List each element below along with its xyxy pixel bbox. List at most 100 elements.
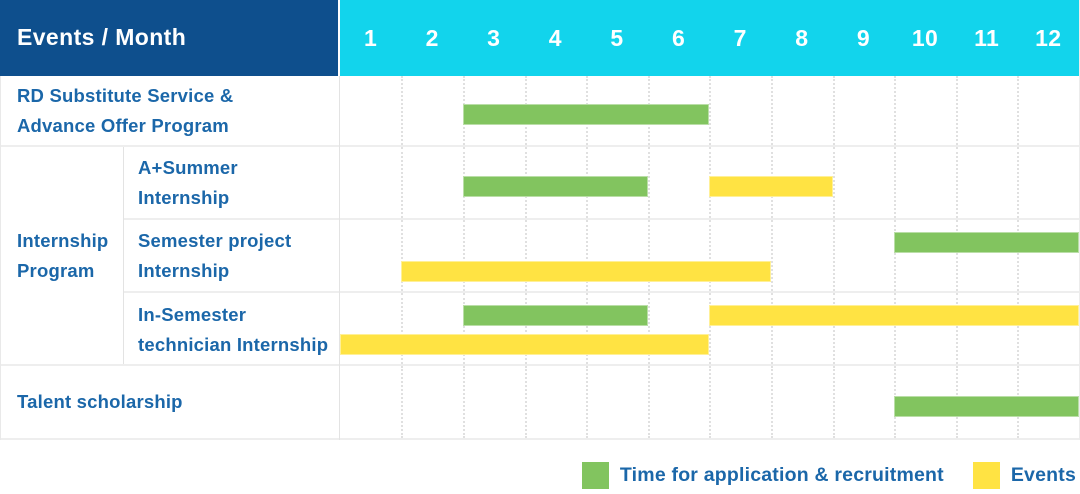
row-label-line: Advance Offer Program — [17, 114, 229, 136]
month-gridline — [770, 293, 773, 364]
month-gridline — [524, 293, 527, 364]
chart-row-rd-substitute — [339, 76, 1079, 147]
month-label: 2 — [425, 25, 439, 51]
month-label: 3 — [487, 25, 501, 51]
row-label-a-plus-summer-internship: A+Summer Internship — [124, 147, 339, 220]
chart-row-in-semester-technician — [339, 293, 1079, 366]
chart-row-talent-scholarship — [339, 366, 1079, 440]
month-gridline — [524, 366, 527, 438]
gantt-bar-yellow — [709, 176, 833, 197]
month-gridline — [586, 293, 589, 364]
events-month-title: Events / Month — [17, 24, 187, 50]
month-gridline — [770, 76, 773, 145]
month-gridline — [894, 293, 897, 364]
bar-line — [340, 232, 1079, 253]
row-label-line: A+Summer — [138, 156, 238, 178]
row-label-rd-substitute: RD Substitute Service & Advance Offer Pr… — [1, 76, 339, 147]
bar-line — [340, 305, 1079, 326]
month-label: 9 — [856, 25, 870, 51]
legend-item-application-recruitment: Time for application & recruitment — [581, 462, 944, 489]
month-gridline — [894, 220, 897, 291]
gantt-table: Events / Month 1 2 3 4 5 6 7 8 9 10 11 12 RD Substi… — [0, 0, 1080, 440]
month-gridline — [955, 76, 958, 145]
legend-label: Events — [1010, 464, 1076, 486]
month-gridline — [401, 293, 404, 364]
month-gridline — [1017, 76, 1020, 145]
month-gridline — [524, 220, 527, 291]
bar-line — [339, 334, 1079, 355]
month-gridline — [832, 366, 835, 438]
month-gridline — [1017, 147, 1020, 218]
month-gridline — [894, 76, 897, 145]
row-label-line: Internship — [138, 186, 230, 208]
bar-line — [340, 261, 1079, 282]
gantt-bar-green — [462, 305, 648, 326]
month-gridline — [955, 293, 958, 364]
month-label: 10 — [911, 25, 939, 51]
month-gridline — [1017, 293, 1020, 364]
table-header: Events / Month 1 2 3 4 5 6 7 8 9 10 11 12 — [0, 0, 1079, 76]
month-gridline — [709, 366, 712, 438]
month-gridline — [832, 76, 835, 145]
gantt-bar-green — [894, 232, 1079, 253]
legend-swatch-yellow — [972, 462, 1000, 489]
bar-line — [340, 176, 1079, 197]
month-label: 11 — [974, 25, 1000, 51]
month-gridline — [832, 147, 835, 218]
month-gridline — [647, 147, 650, 218]
events-month-header-cell: Events / Month — [0, 0, 340, 76]
month-gridline — [647, 366, 650, 438]
legend-swatch-green — [581, 462, 609, 489]
month-gridline — [955, 147, 958, 218]
month-gridline — [709, 293, 712, 364]
gantt-bar-yellow — [339, 334, 710, 355]
month-label: 8 — [795, 25, 809, 51]
month-header-row: 1 2 3 4 5 6 7 8 9 10 11 12 — [339, 0, 1079, 76]
month-gridline — [586, 220, 589, 291]
month-gridline — [894, 147, 897, 218]
gantt-bar-yellow — [401, 261, 771, 282]
month-gridline — [462, 220, 465, 291]
bar-line — [340, 104, 1079, 125]
month-gridline — [401, 366, 404, 438]
month-gridline — [770, 366, 773, 438]
month-gridline — [1017, 220, 1020, 291]
gantt-chart-area — [339, 76, 1079, 440]
month-gridline — [401, 220, 404, 291]
month-gridline — [770, 220, 773, 291]
legend-item-events: Events — [972, 462, 1076, 489]
month-gridline — [832, 293, 835, 364]
row-label-line: technician Internship — [138, 333, 329, 355]
row-label-semester-project-internship: Semester project Internship — [124, 220, 339, 293]
chart-row-a-plus-summer — [339, 147, 1079, 220]
bar-line — [340, 395, 1079, 417]
month-gridline — [462, 366, 465, 438]
month-label: 7 — [733, 25, 747, 51]
label-column: RD Substitute Service & Advance Offer Pr… — [1, 76, 340, 440]
month-label: 5 — [610, 25, 624, 51]
month-label: 1 — [363, 25, 378, 51]
internship-program-group: Internship Program A+Summer Internship S… — [1, 147, 339, 366]
table-body: RD Substitute Service & Advance Offer Pr… — [0, 76, 1079, 440]
month-label: 12 — [1035, 25, 1062, 51]
chart-row-semester-project — [339, 220, 1079, 293]
group-label-internship-program: Internship Program — [1, 147, 124, 364]
row-label-line: In-Semester — [138, 303, 247, 325]
month-gridline — [462, 293, 465, 364]
row-label-line: RD Substitute Service & — [17, 84, 234, 106]
row-label-in-semester-technician-internship: In-Semester technician Internship — [124, 293, 339, 366]
month-gridline — [832, 220, 835, 291]
month-gridline — [709, 76, 712, 145]
sub-label-column: A+Summer Internship Semester project Int… — [124, 147, 339, 364]
month-gridline — [401, 76, 404, 145]
gantt-bar-green — [462, 176, 648, 197]
month-label: 4 — [548, 25, 562, 51]
row-label-line: Talent scholarship — [17, 391, 183, 412]
month-gridline — [709, 220, 712, 291]
month-label: 6 — [672, 25, 686, 51]
gantt-bar-green — [462, 104, 710, 125]
group-label-line: Program — [17, 259, 95, 281]
legend: Time for application & recruitment Event… — [0, 440, 1080, 493]
row-label-line: Internship — [138, 259, 230, 281]
month-gridline — [647, 220, 650, 291]
